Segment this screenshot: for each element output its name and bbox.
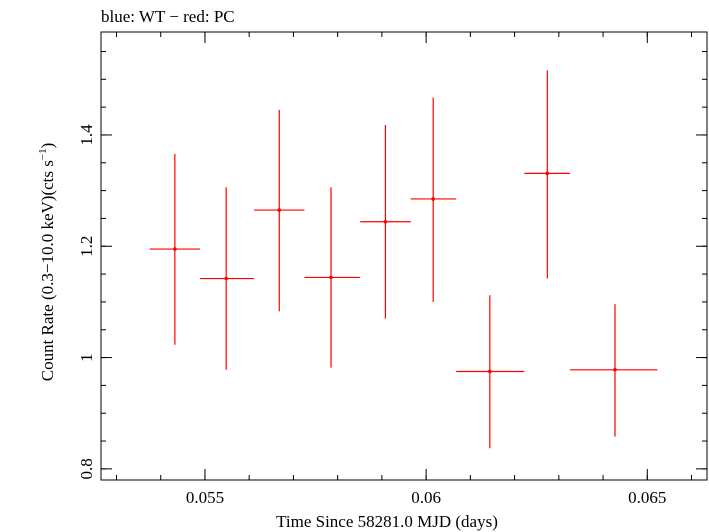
data-point [524, 70, 570, 279]
data-point [200, 187, 255, 370]
point-marker [173, 247, 177, 251]
y-axis-label-close: ) [38, 143, 57, 149]
plot-frame [100, 31, 708, 481]
y-axis-label: Count Rate (0.3−10.0 keV)(cts s−1) [37, 143, 57, 382]
point-marker [545, 171, 550, 176]
y-axis-label-superscript: −1 [37, 148, 49, 160]
axis-ticks [101, 32, 707, 480]
x-axis-label: Time Since 58281.0 MJD (days) [276, 512, 498, 531]
point-marker [488, 369, 492, 374]
data-point [254, 109, 305, 312]
data-point [569, 304, 658, 437]
data-point [360, 124, 411, 319]
x-tick-labels: 0.055 0.06 0.065 [186, 488, 667, 507]
point-marker [329, 275, 333, 280]
chart-title: blue: WT − red: PC [101, 7, 235, 26]
point-marker [613, 368, 617, 372]
y-tick-label: 1.4 [77, 124, 96, 146]
x-tick-label: 0.055 [186, 488, 224, 507]
x-tick-label: 0.06 [411, 488, 441, 507]
point-marker [224, 276, 228, 281]
point-marker [383, 219, 388, 224]
data-point [304, 187, 361, 368]
y-tick-label: 0.8 [77, 458, 96, 479]
data-point [410, 97, 457, 302]
data-point [456, 295, 525, 449]
y-tick-labels: 0.8 1 1.2 1.4 [77, 124, 96, 480]
x-tick-label: 0.065 [628, 488, 666, 507]
data-points [149, 70, 658, 449]
y-tick-label: 1.2 [77, 236, 96, 257]
y-tick-label: 1 [77, 353, 96, 362]
y-axis-label-main: Count Rate (0.3−10.0 keV)(cts s [38, 160, 57, 381]
point-marker [277, 208, 282, 212]
point-marker [431, 197, 435, 201]
data-point [149, 153, 201, 345]
